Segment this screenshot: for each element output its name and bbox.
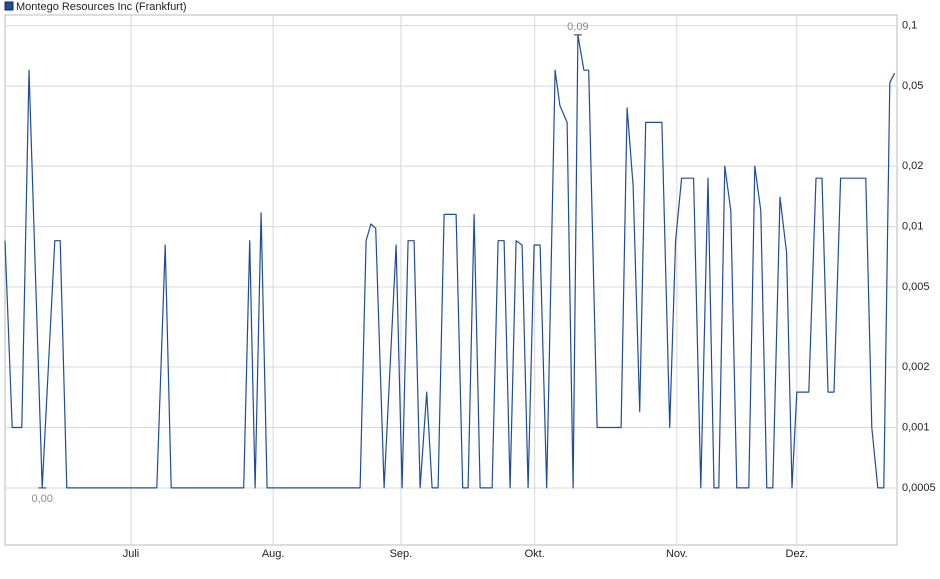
annotation-label: 0,00 [31,493,52,505]
y-tick-label: 0,1 [902,20,917,32]
price-line [4,34,896,489]
y-tick-label: 0,0005 [902,482,936,494]
x-tick-label: Okt. [525,548,545,560]
plot-area [4,14,898,546]
y-tick-label: 0,02 [902,160,923,172]
legend-label: Montego Resources Inc (Frankfurt) [16,1,187,13]
y-tick-label: 0,05 [902,80,923,92]
y-tick-label: 0,001 [902,421,930,433]
x-tick-label: Aug. [262,548,285,560]
x-tick-label: Sep. [390,548,413,560]
x-tick-label: Juli [123,548,140,560]
y-tick-label: 0,002 [902,361,930,373]
annotation-label: 0,09 [567,21,588,33]
y-tick-label: 0,005 [902,281,930,293]
x-tick-label: Nov. [666,548,688,560]
y-tick-label: 0,01 [902,220,923,232]
x-tick-label: Dez. [786,548,809,560]
legend-swatch [4,1,14,11]
